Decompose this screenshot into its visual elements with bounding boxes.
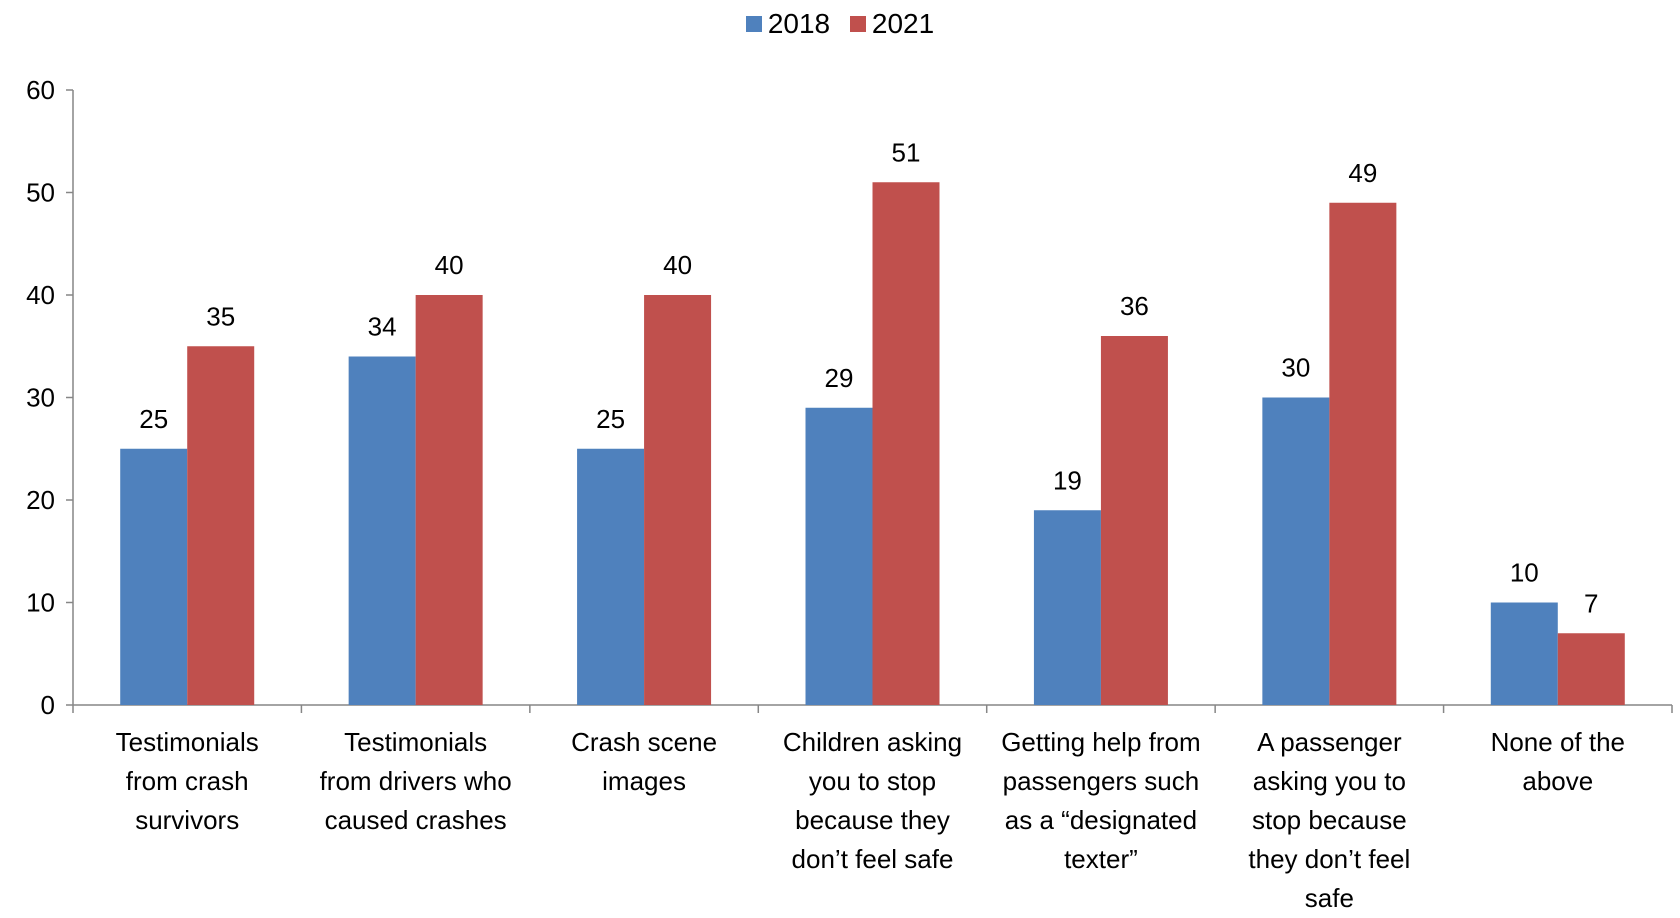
bar-2021 (1100, 336, 1168, 705)
x-category-label: A passenger asking you to stop because t… (1248, 727, 1411, 913)
legend-swatch-2018 (745, 16, 762, 32)
bar-2018 (805, 407, 873, 705)
data-label-2018: 19 (1053, 465, 1082, 495)
legend-label-2021: 2021 (871, 8, 935, 39)
x-category-label: None of the above (1490, 727, 1625, 796)
bar-2021 (1557, 633, 1625, 705)
data-label-2018: 29 (825, 363, 854, 393)
x-category-label: Testimonials from crash survivors (115, 727, 259, 835)
legend-item-2018: 2018 (745, 6, 831, 42)
data-label-2021: 40 (663, 250, 692, 280)
y-tick-label: 0 (41, 690, 55, 720)
data-label-2021: 7 (1584, 588, 1598, 618)
data-label-2018: 25 (139, 404, 168, 434)
bar-2018 (1490, 602, 1558, 705)
x-category-label: Testimonials from drivers who caused cra… (319, 727, 512, 835)
data-label-2021: 35 (206, 301, 235, 331)
x-category-label: Crash scene images (571, 727, 718, 796)
data-label-2018: 30 (1281, 353, 1310, 383)
legend: 2018 2021 (0, 6, 1680, 42)
bar-2021 (187, 346, 255, 705)
bar-2021 (644, 295, 712, 705)
x-category-label: Children asking you to stop because they… (782, 727, 963, 874)
bar-2018 (120, 448, 188, 705)
bar-2018 (1033, 510, 1101, 705)
y-tick-label: 20 (26, 485, 55, 515)
data-label-2021: 36 (1120, 291, 1149, 321)
bar-2021 (1329, 202, 1397, 705)
data-label-2021: 49 (1348, 158, 1377, 188)
y-tick-label: 40 (26, 280, 55, 310)
legend-swatch-2021 (849, 16, 866, 32)
data-label-2021: 40 (435, 250, 464, 280)
bar-2018 (577, 448, 645, 705)
data-label-2018: 10 (1510, 558, 1539, 588)
bar-2018 (1262, 397, 1330, 705)
y-tick-label: 60 (26, 75, 55, 105)
data-label-2018: 25 (596, 404, 625, 434)
legend-item-2021: 2021 (849, 6, 935, 42)
bar-2021 (415, 295, 483, 705)
x-category-label: Getting help from passengers such as a “… (1001, 727, 1201, 874)
y-tick-label: 10 (26, 588, 55, 618)
bar-2021 (872, 182, 940, 705)
y-tick-label: 30 (26, 383, 55, 413)
y-tick-label: 50 (26, 178, 55, 208)
data-label-2021: 51 (892, 137, 921, 167)
data-label-2018: 34 (368, 312, 397, 342)
bar-2018 (348, 356, 416, 705)
legend-label-2018: 2018 (767, 8, 831, 39)
